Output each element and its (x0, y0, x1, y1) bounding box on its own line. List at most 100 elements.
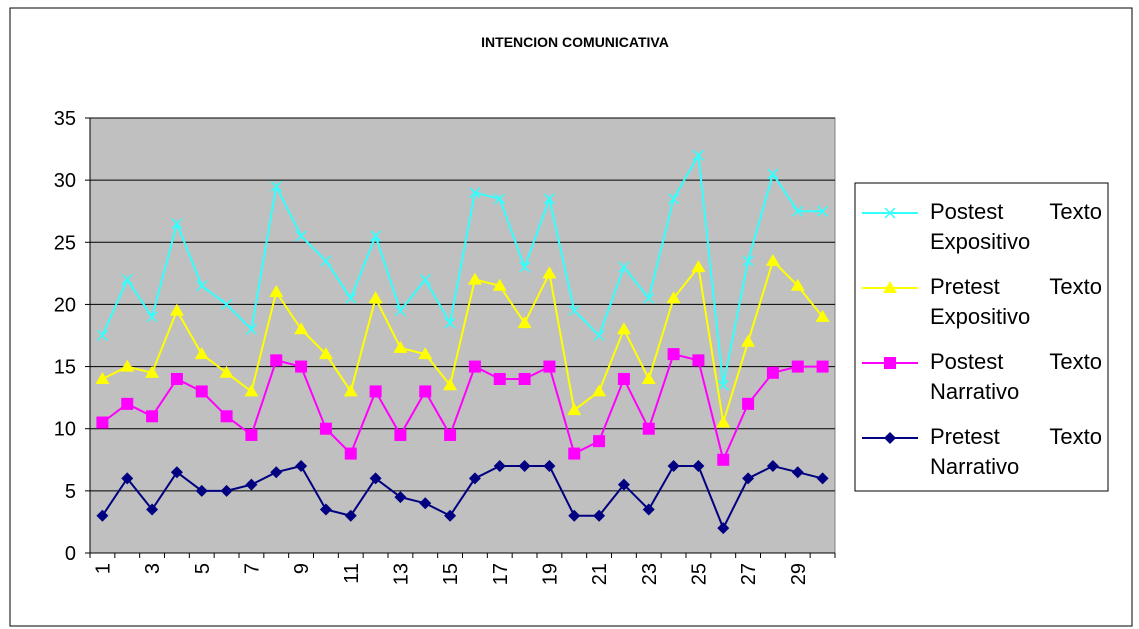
point (369, 472, 382, 485)
point (742, 397, 755, 410)
point (691, 260, 706, 273)
point (568, 509, 581, 522)
point (667, 348, 680, 361)
point (518, 460, 531, 472)
point (146, 311, 158, 323)
point (642, 422, 655, 435)
point (220, 410, 233, 423)
point (816, 360, 829, 373)
point (791, 360, 804, 373)
point (766, 460, 779, 472)
point (245, 323, 257, 335)
point (790, 278, 805, 291)
point (194, 347, 209, 360)
point (767, 168, 779, 180)
point (766, 366, 779, 379)
point (716, 415, 731, 428)
point (419, 274, 431, 286)
series-line (101, 259, 824, 423)
x-tick-label: 11 (341, 563, 363, 584)
legend-marker (884, 432, 896, 444)
point (717, 453, 730, 466)
point (444, 509, 457, 522)
point (492, 278, 507, 291)
point (593, 329, 605, 342)
point (221, 298, 233, 310)
point (468, 472, 481, 485)
point (146, 503, 159, 516)
point (668, 193, 680, 205)
point (318, 347, 333, 360)
point (667, 460, 680, 472)
point (593, 435, 606, 448)
point (245, 428, 258, 441)
legend-marker (883, 281, 897, 293)
point (518, 373, 531, 385)
point (394, 305, 406, 317)
point (319, 422, 332, 435)
point (244, 384, 259, 397)
point (320, 255, 332, 267)
chart-title: INTENCION COMUNICATIVA (481, 34, 669, 50)
point (121, 397, 134, 410)
y-tick-label: 35 (54, 108, 76, 130)
x-tick-label: 17 (490, 563, 512, 585)
point (418, 347, 433, 360)
point (394, 491, 407, 504)
x-tick-label: 5 (192, 563, 214, 574)
x-tick-label: 23 (639, 563, 661, 585)
point (96, 416, 109, 429)
point (171, 218, 183, 230)
point (816, 472, 829, 485)
point (643, 292, 655, 304)
point (568, 447, 581, 460)
point (791, 466, 804, 479)
point (170, 466, 183, 479)
x-tick-label: 9 (291, 563, 313, 574)
point (792, 205, 804, 217)
point (444, 428, 457, 441)
point (343, 384, 358, 397)
point (468, 360, 481, 373)
point (195, 484, 208, 497)
point (443, 378, 458, 391)
point (96, 329, 108, 342)
point (295, 230, 307, 242)
point (344, 509, 357, 522)
point (617, 373, 630, 385)
point (567, 403, 582, 416)
y-tick-label: 15 (54, 357, 76, 379)
legend-label: Pretest Texto Expositivo (930, 274, 1102, 329)
point (245, 478, 258, 491)
x-tick-label: 15 (440, 563, 462, 585)
y-tick-label: 5 (65, 481, 76, 503)
point (370, 230, 382, 242)
point (169, 303, 184, 316)
point (519, 261, 531, 273)
point (444, 317, 456, 329)
point (170, 373, 183, 385)
y-tick-label: 30 (54, 170, 76, 192)
point (95, 372, 110, 384)
point (419, 497, 432, 510)
legend-label: Postest Texto Expositivo (930, 199, 1102, 254)
point (493, 373, 506, 385)
point (692, 149, 704, 161)
point (617, 478, 630, 491)
point (345, 292, 357, 304)
point (369, 385, 382, 398)
point (295, 460, 308, 472)
point (692, 460, 705, 472)
point (542, 266, 557, 279)
point (765, 253, 780, 266)
point (294, 322, 309, 335)
point (121, 274, 133, 286)
point (717, 379, 729, 391)
point (270, 466, 283, 479)
legend-label: Pretest Texto Narrativo (930, 424, 1102, 479)
point (344, 447, 357, 460)
point (219, 365, 234, 378)
point (742, 255, 754, 267)
point (469, 187, 481, 199)
point (393, 340, 408, 353)
